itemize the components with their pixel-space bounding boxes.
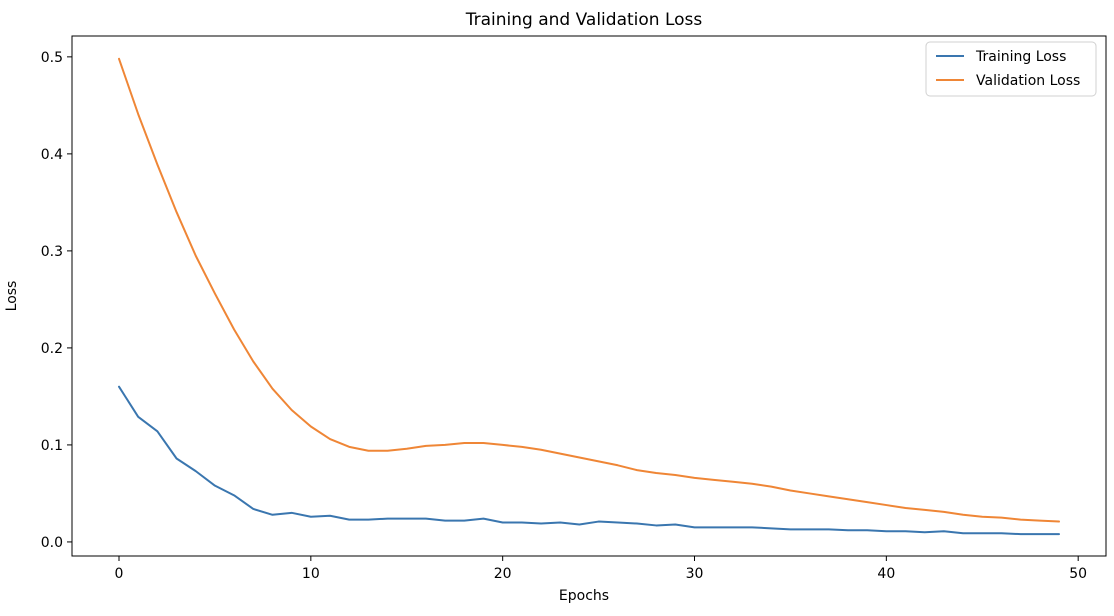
y-axis-label: Loss xyxy=(4,281,20,312)
legend: Training Loss Validation Loss xyxy=(925,41,1097,97)
x-axis-label: Epochs xyxy=(559,588,609,604)
x-tick-label: 20 xyxy=(494,566,512,582)
y-tick-label: 0.1 xyxy=(41,438,63,454)
chart-title: Training and Validation Loss xyxy=(465,10,703,30)
series-line-validation-loss xyxy=(118,57,1060,523)
y-tick-label: 0.2 xyxy=(41,341,63,357)
legend-label-validation-loss: Validation Loss xyxy=(976,73,1080,89)
y-tick-label: 0.3 xyxy=(41,244,63,260)
x-tick-label: 30 xyxy=(686,566,704,582)
y-tick-label: 0.4 xyxy=(41,147,63,163)
x-tick-label: 0 xyxy=(115,566,124,582)
y-axis-ticks: 0.0 0.1 0.2 0.3 0.4 0.5 xyxy=(41,50,72,551)
y-tick-label: 0.5 xyxy=(41,50,63,66)
plot-frame xyxy=(71,35,1107,557)
legend-box xyxy=(925,41,1097,97)
x-tick-label: 40 xyxy=(877,566,895,582)
legend-label-training-loss: Training Loss xyxy=(975,49,1066,65)
x-tick-label: 50 xyxy=(1069,566,1087,582)
y-tick-label: 0.0 xyxy=(41,535,63,551)
series-layer xyxy=(118,57,1060,536)
x-axis-ticks: 0 10 20 30 40 50 xyxy=(115,556,1087,582)
x-tick-label: 10 xyxy=(302,566,320,582)
series-line-training-loss xyxy=(118,385,1060,536)
